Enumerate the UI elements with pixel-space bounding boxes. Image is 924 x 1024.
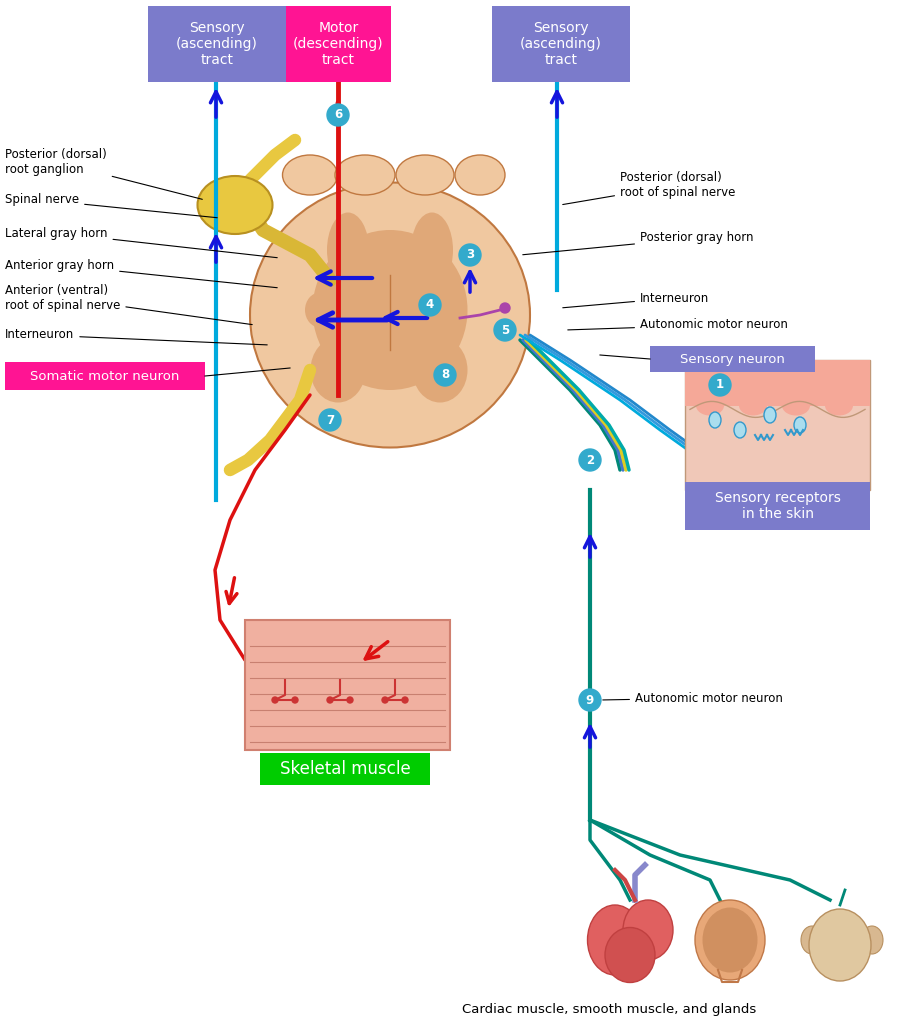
FancyBboxPatch shape	[650, 346, 815, 372]
Ellipse shape	[782, 395, 810, 416]
Ellipse shape	[335, 155, 395, 195]
Circle shape	[584, 694, 596, 706]
Ellipse shape	[605, 928, 655, 982]
Text: 7: 7	[326, 414, 334, 427]
Ellipse shape	[588, 905, 642, 975]
Ellipse shape	[734, 422, 746, 438]
FancyBboxPatch shape	[492, 6, 630, 82]
Circle shape	[434, 364, 456, 386]
Text: 6: 6	[334, 109, 342, 122]
Text: Motor
(descending)
tract: Motor (descending) tract	[293, 20, 383, 68]
Text: Skeletal muscle: Skeletal muscle	[280, 760, 410, 778]
Text: 3: 3	[466, 249, 474, 261]
Ellipse shape	[396, 155, 454, 195]
Circle shape	[709, 374, 731, 396]
Circle shape	[382, 697, 388, 703]
Circle shape	[494, 319, 516, 341]
Text: Anterior gray horn: Anterior gray horn	[5, 258, 277, 288]
Ellipse shape	[764, 407, 776, 423]
Text: Interneuron: Interneuron	[5, 329, 267, 345]
Text: Autonomic motor neuron: Autonomic motor neuron	[602, 691, 783, 705]
Text: Interneuron: Interneuron	[563, 292, 710, 308]
Text: 8: 8	[441, 369, 449, 382]
Circle shape	[327, 697, 333, 703]
Circle shape	[327, 104, 349, 126]
Ellipse shape	[702, 907, 758, 973]
Ellipse shape	[327, 213, 369, 288]
Text: Posterior (dorsal)
root ganglion: Posterior (dorsal) root ganglion	[5, 148, 202, 200]
Text: Posterior (dorsal)
root of spinal nerve: Posterior (dorsal) root of spinal nerve	[563, 171, 736, 205]
Ellipse shape	[794, 417, 806, 433]
Text: 9: 9	[586, 693, 594, 707]
Ellipse shape	[250, 182, 530, 447]
Text: 5: 5	[501, 324, 509, 337]
Circle shape	[500, 303, 510, 313]
Ellipse shape	[695, 900, 765, 980]
FancyBboxPatch shape	[5, 362, 205, 390]
Text: 2: 2	[586, 454, 594, 467]
Text: Sensory
(ascending)
tract: Sensory (ascending) tract	[520, 20, 602, 68]
Text: Posterior gray horn: Posterior gray horn	[523, 231, 753, 255]
Circle shape	[579, 449, 601, 471]
Circle shape	[402, 697, 408, 703]
Text: Spinal nerve: Spinal nerve	[5, 194, 217, 218]
Circle shape	[579, 689, 601, 711]
Text: Lateral gray horn: Lateral gray horn	[5, 226, 277, 258]
Ellipse shape	[305, 293, 335, 328]
FancyBboxPatch shape	[685, 482, 870, 530]
Text: 1: 1	[716, 379, 724, 391]
Text: Anterior (ventral)
root of spinal nerve: Anterior (ventral) root of spinal nerve	[5, 284, 252, 325]
Text: Sensory receptors
in the skin: Sensory receptors in the skin	[714, 490, 841, 521]
Ellipse shape	[861, 926, 883, 954]
Ellipse shape	[825, 395, 853, 416]
Circle shape	[459, 244, 481, 266]
Circle shape	[272, 697, 278, 703]
Ellipse shape	[696, 395, 724, 416]
Text: 4: 4	[426, 299, 434, 311]
Text: Sensory
(ascending)
tract: Sensory (ascending) tract	[176, 20, 258, 68]
Text: Cardiac muscle, smooth muscle, and glands: Cardiac muscle, smooth muscle, and gland…	[462, 1004, 756, 1017]
FancyBboxPatch shape	[148, 6, 286, 82]
Ellipse shape	[809, 909, 871, 981]
Text: Somatic motor neuron: Somatic motor neuron	[30, 370, 179, 383]
Circle shape	[319, 409, 341, 431]
Circle shape	[347, 697, 353, 703]
FancyBboxPatch shape	[245, 620, 450, 750]
Text: Sensory neuron: Sensory neuron	[680, 352, 784, 366]
Ellipse shape	[739, 395, 767, 416]
Ellipse shape	[411, 213, 453, 288]
Ellipse shape	[283, 155, 337, 195]
Text: Autonomic motor neuron: Autonomic motor neuron	[567, 318, 788, 332]
Circle shape	[292, 697, 298, 703]
Ellipse shape	[821, 926, 843, 954]
FancyBboxPatch shape	[685, 360, 870, 406]
FancyBboxPatch shape	[286, 6, 391, 82]
Ellipse shape	[310, 338, 366, 402]
Ellipse shape	[623, 900, 673, 961]
Ellipse shape	[198, 176, 273, 234]
Ellipse shape	[801, 926, 823, 954]
FancyBboxPatch shape	[260, 753, 430, 785]
Circle shape	[419, 294, 441, 316]
FancyBboxPatch shape	[685, 360, 870, 490]
Ellipse shape	[455, 155, 505, 195]
Ellipse shape	[412, 338, 468, 402]
Ellipse shape	[312, 230, 468, 390]
Ellipse shape	[841, 926, 863, 954]
Ellipse shape	[709, 412, 721, 428]
